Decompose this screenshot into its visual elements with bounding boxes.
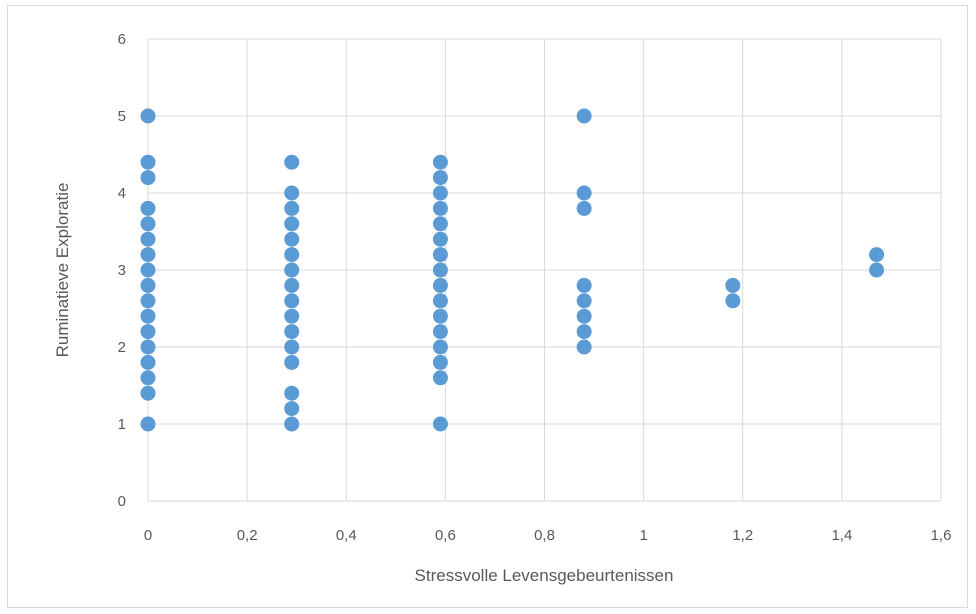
- x-tick-label: 1,6: [931, 527, 952, 544]
- x-tick-label: 0,6: [435, 527, 456, 544]
- x-tick-labels: 0 0,2 0,4 0,6 0,8 1 1,2 1,4 1,6: [144, 527, 952, 544]
- data-point: [140, 108, 156, 124]
- y-tick-label: 0: [118, 493, 126, 510]
- data-point: [432, 339, 448, 355]
- data-point: [140, 308, 156, 324]
- y-tick-label: 2: [118, 339, 126, 356]
- data-point: [576, 339, 592, 355]
- x-tick-label: 0,8: [534, 527, 555, 544]
- data-point: [432, 185, 448, 201]
- x-tick-label: 1: [639, 527, 647, 544]
- data-points: [140, 108, 885, 432]
- x-tick-label: 1,4: [831, 527, 852, 544]
- data-point: [284, 293, 300, 309]
- y-axis-title: Ruminatieve Exploratie: [53, 183, 72, 358]
- x-axis-title: Stressvolle Levensgebeurtenissen: [415, 566, 674, 585]
- data-point: [576, 308, 592, 324]
- data-point: [140, 277, 156, 293]
- data-point: [284, 308, 300, 324]
- data-point: [725, 277, 741, 293]
- data-point: [432, 370, 448, 386]
- data-point: [576, 200, 592, 216]
- data-point: [140, 247, 156, 263]
- gridlines: [147, 38, 942, 502]
- data-point: [284, 200, 300, 216]
- data-point: [140, 416, 156, 432]
- data-point: [284, 247, 300, 263]
- data-point: [284, 154, 300, 170]
- data-point: [432, 154, 448, 170]
- data-point: [140, 231, 156, 247]
- data-point: [432, 200, 448, 216]
- data-point: [140, 262, 156, 278]
- data-point: [140, 370, 156, 386]
- data-point: [284, 354, 300, 370]
- y-tick-label: 1: [118, 416, 126, 433]
- data-point: [432, 262, 448, 278]
- data-point: [140, 354, 156, 370]
- data-point: [576, 185, 592, 201]
- x-tick-label: 0,4: [336, 527, 357, 544]
- data-point: [576, 293, 592, 309]
- data-point: [432, 293, 448, 309]
- data-point: [284, 324, 300, 340]
- chart-frame: [7, 5, 968, 608]
- x-tick-label: 1,2: [732, 527, 753, 544]
- data-point: [432, 354, 448, 370]
- data-point: [284, 416, 300, 432]
- data-point: [284, 231, 300, 247]
- data-point: [432, 247, 448, 263]
- data-point: [432, 277, 448, 293]
- data-point: [140, 339, 156, 355]
- data-point: [284, 339, 300, 355]
- y-tick-label: 6: [118, 31, 126, 48]
- data-point: [140, 154, 156, 170]
- y-tick-label: 3: [118, 262, 126, 279]
- data-point: [140, 216, 156, 232]
- data-point: [869, 247, 885, 263]
- data-point: [284, 262, 300, 278]
- data-point: [284, 216, 300, 232]
- data-point: [284, 277, 300, 293]
- data-point: [284, 401, 300, 417]
- x-tick-label: 0: [144, 527, 152, 544]
- y-tick-label: 4: [118, 185, 126, 202]
- data-point: [140, 200, 156, 216]
- data-point: [140, 324, 156, 340]
- data-point: [432, 324, 448, 340]
- data-point: [432, 170, 448, 186]
- data-point: [284, 385, 300, 401]
- data-point: [140, 293, 156, 309]
- data-point: [576, 277, 592, 293]
- data-point: [432, 308, 448, 324]
- data-point: [432, 416, 448, 432]
- data-point: [432, 216, 448, 232]
- data-point: [576, 108, 592, 124]
- x-tick-label: 0,2: [237, 527, 258, 544]
- y-tick-labels: 0 1 2 3 4 5 6: [118, 31, 126, 510]
- data-point: [432, 231, 448, 247]
- data-point: [140, 170, 156, 186]
- data-point: [869, 262, 885, 278]
- y-tick-label: 5: [118, 108, 126, 125]
- data-point: [725, 293, 741, 309]
- data-point: [576, 324, 592, 340]
- data-point: [140, 385, 156, 401]
- data-point: [284, 185, 300, 201]
